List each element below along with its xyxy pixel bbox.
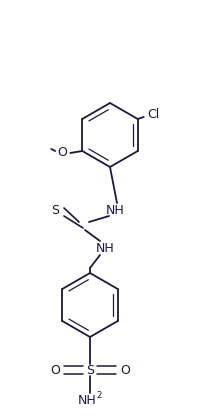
Text: Cl: Cl [148, 107, 160, 121]
Text: O: O [50, 364, 60, 376]
Text: 2: 2 [96, 391, 102, 401]
Text: NH: NH [96, 242, 114, 255]
Text: O: O [120, 364, 130, 376]
Text: S: S [86, 364, 94, 376]
Text: NH: NH [106, 203, 124, 216]
Text: S: S [51, 203, 59, 216]
Text: NH: NH [78, 394, 96, 406]
Text: O: O [57, 146, 67, 159]
